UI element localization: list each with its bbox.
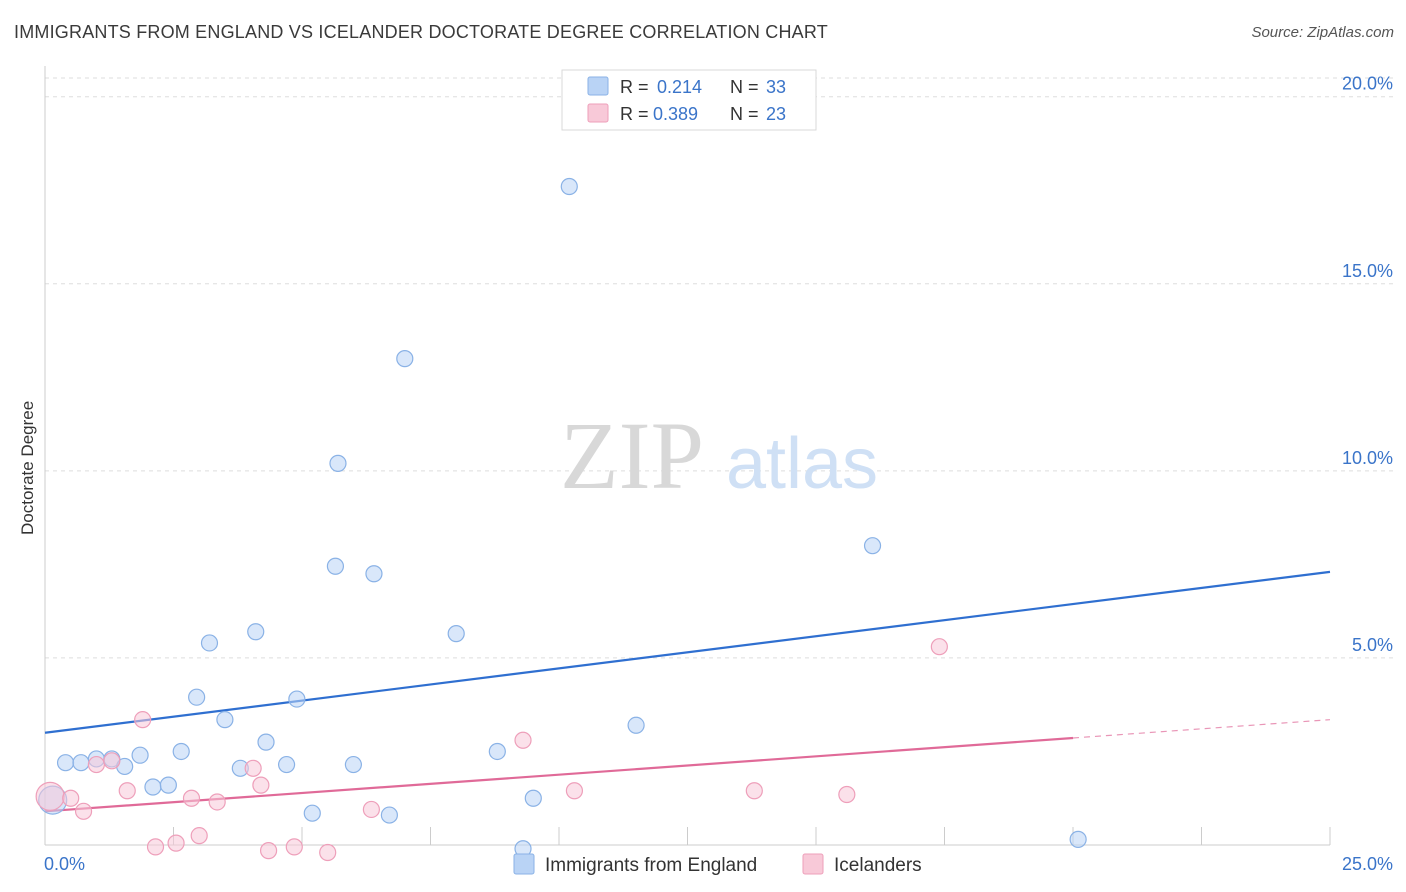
england-point: [257, 733, 275, 751]
icelander-point: [244, 759, 262, 777]
england-point: [288, 690, 306, 708]
legend-swatch-blue: [587, 76, 609, 96]
chart-title: IMMIGRANTS FROM ENGLAND VS ICELANDER DOC…: [14, 22, 828, 42]
england-point: [380, 806, 398, 824]
england-point: [396, 350, 414, 368]
watermark-atlas: atlas: [726, 424, 878, 504]
england-point: [188, 688, 206, 706]
watermark: ZIP atlas: [560, 402, 878, 509]
england-point: [159, 776, 177, 794]
data-points: [35, 177, 1087, 862]
legend-n-value-blue: 33: [766, 77, 786, 97]
y-tick-label: 15.0%: [1342, 261, 1393, 281]
legend-bottom-label-blue: Immigrants from England: [545, 855, 757, 876]
icelander-point: [87, 755, 106, 774]
icelander-point: [62, 789, 80, 807]
icelander-point: [930, 638, 948, 656]
icelander-point: [134, 711, 152, 729]
icelander-point: [565, 782, 584, 800]
icelander-point: [514, 731, 532, 749]
england-point: [216, 711, 234, 729]
england-point: [329, 454, 347, 472]
y-tick-label: 10.0%: [1342, 448, 1393, 468]
icelander-point: [35, 781, 65, 811]
england-point: [200, 634, 219, 652]
england-point: [172, 742, 190, 761]
england-point: [1069, 830, 1087, 848]
england-point: [144, 778, 162, 796]
icelander-point: [118, 782, 136, 800]
icelander-point: [182, 789, 201, 807]
legend-n-label-pink: N =: [730, 104, 759, 124]
x-tick-label-min: 0.0%: [44, 854, 85, 874]
icelander-point: [838, 785, 856, 804]
icelander-point: [259, 842, 278, 860]
england-point: [326, 557, 345, 575]
y-tick-label: 5.0%: [1352, 635, 1393, 655]
legend-bottom-swatch-blue: [513, 853, 535, 875]
legend-bottom-label-pink: Icelanders: [834, 855, 922, 876]
icelander-point: [103, 752, 121, 770]
icelander-point: [319, 843, 337, 862]
icelander-point: [74, 802, 93, 820]
legend-n-label-blue: N =: [730, 77, 759, 97]
watermark-zip: ZIP: [560, 402, 704, 509]
trend-line-pink-dashed: [1072, 719, 1331, 739]
england-point: [488, 742, 506, 761]
england-point: [247, 623, 265, 641]
tick-labels: 5.0% 10.0% 15.0% 20.0% 0.0% 25.0%: [44, 74, 1393, 874]
england-point: [365, 565, 383, 583]
icelander-point: [745, 782, 763, 800]
grid-lines: [45, 77, 1395, 659]
england-point: [627, 716, 645, 734]
england-point: [447, 625, 465, 643]
correlation-legend: R = 0.214 N = 33 R = 0.389 N = 23: [561, 69, 817, 131]
legend-r-label-blue: R =: [620, 77, 649, 97]
england-point: [524, 789, 542, 807]
icelander-point: [190, 827, 208, 845]
england-point: [344, 755, 362, 774]
icelander-point: [362, 800, 380, 819]
icelander-point: [167, 834, 185, 852]
legend-r-label-pink: R =: [620, 104, 649, 124]
source-credit: Source: ZipAtlas.com: [1251, 24, 1394, 41]
england-point: [72, 754, 90, 772]
legend-n-value-pink: 23: [766, 104, 786, 124]
legend-r-value-pink: 0.389: [653, 104, 698, 124]
icelander-point: [208, 793, 226, 811]
england-point: [131, 746, 149, 764]
england-point: [863, 537, 882, 555]
england-point: [277, 755, 296, 774]
legend-bottom-swatch-pink: [802, 853, 824, 875]
legend-r-value-blue: 0.214: [657, 77, 702, 97]
trend-line-blue: [44, 570, 1331, 734]
x-tick-label-max: 25.0%: [1342, 854, 1393, 874]
y-tick-label: 20.0%: [1342, 74, 1393, 94]
legend-swatch-pink: [587, 103, 609, 123]
england-point: [560, 177, 578, 196]
england-point: [303, 804, 321, 822]
series-legend: Immigrants from England Icelanders: [513, 853, 922, 876]
icelander-point: [146, 838, 165, 856]
icelander-point: [252, 776, 270, 794]
icelander-point: [285, 838, 303, 856]
england-point: [56, 754, 75, 772]
